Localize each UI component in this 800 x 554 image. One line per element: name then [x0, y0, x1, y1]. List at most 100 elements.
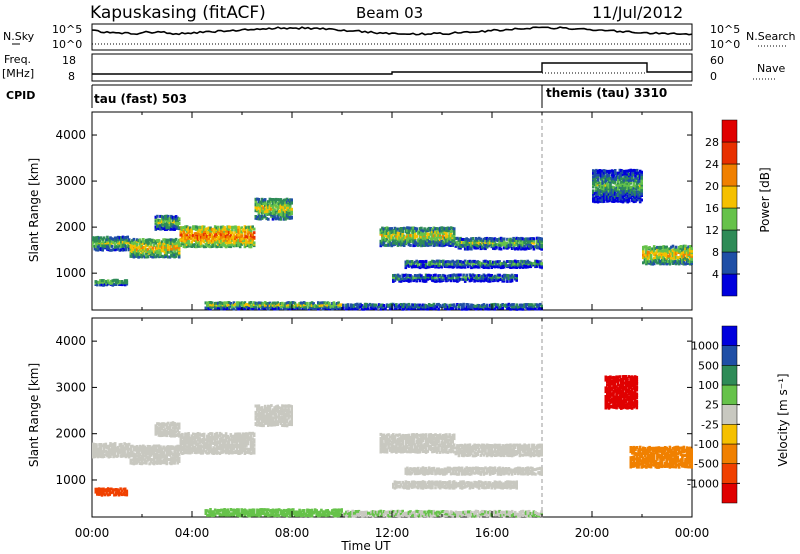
echo-cell: [120, 448, 123, 452]
echo-cell: [510, 303, 514, 307]
echo-cell: [617, 194, 620, 197]
echo-cell: [431, 259, 434, 263]
echo-cell: [515, 276, 518, 280]
echo-cell: [490, 274, 493, 277]
echo-cell: [281, 210, 284, 213]
echo-cell: [431, 230, 434, 234]
echo-cell: [227, 445, 231, 449]
echo-cell: [412, 240, 415, 244]
echo-cell: [623, 180, 626, 184]
echo-cell: [237, 235, 240, 239]
echo-cell: [181, 235, 184, 239]
echo-cell: [282, 303, 286, 307]
echo-cell: [413, 241, 417, 245]
echo-cell: [218, 442, 222, 446]
echo-cell: [254, 202, 258, 206]
echo-cell: [171, 456, 175, 460]
echo-cell: [423, 307, 426, 311]
echo-cell: [190, 449, 193, 453]
echo-cell: [268, 303, 272, 307]
echo-cell: [484, 274, 487, 278]
echo-cell: [199, 445, 203, 449]
echo-cell: [493, 239, 497, 243]
echo-cell: [267, 416, 270, 420]
echo-cell: [179, 439, 183, 443]
echo-cell: [524, 260, 528, 264]
echo-cell: [626, 187, 629, 191]
echo-cell: [540, 247, 543, 251]
echo-cell: [120, 236, 123, 240]
echo-cell: [245, 443, 248, 447]
echo-cell: [446, 226, 450, 230]
echo-cell: [187, 451, 190, 455]
echo-cell: [624, 185, 628, 189]
echo-cell: [401, 228, 404, 232]
echo-cell: [132, 255, 136, 259]
echo-cell: [195, 235, 198, 239]
echo-cell: [163, 245, 167, 249]
echo-cell: [119, 491, 122, 495]
echo-cell: [251, 440, 254, 444]
echo-cell: [142, 253, 145, 257]
echo-cell: [260, 419, 264, 423]
echo-cell: [252, 443, 256, 447]
echo-cell: [446, 265, 450, 269]
echo-cell: [142, 247, 145, 251]
echo-cell: [518, 303, 522, 307]
echo-cell: [327, 301, 331, 305]
echo-cell: [635, 176, 639, 180]
echo-cell: [190, 438, 193, 442]
echo-cell: [127, 442, 131, 446]
echo-cell: [117, 247, 120, 251]
echo-cell: [467, 247, 470, 251]
echo-cell: [493, 241, 497, 245]
echo-cell: [98, 242, 101, 246]
echo-cell: [485, 274, 489, 278]
echo-cell: [460, 307, 464, 311]
echo-cell: [254, 410, 258, 414]
echo-cell: [109, 455, 112, 458]
echo-cell: [531, 241, 534, 245]
echo-cell: [527, 244, 531, 248]
echo-cell: [501, 303, 504, 306]
echo-cell: [277, 209, 281, 213]
echo-cell: [104, 240, 108, 243]
echo-cell: [592, 180, 595, 184]
echo-cell: [117, 235, 120, 239]
echo-cell: [92, 238, 95, 242]
echo-cell: [181, 228, 184, 231]
echo-cell: [398, 276, 401, 280]
echo-cell: [123, 240, 126, 244]
echo-cell: [226, 227, 229, 231]
echo-cell: [226, 446, 229, 450]
echo-cell: [252, 303, 256, 306]
echo-cell: [132, 248, 136, 251]
echo-cell: [452, 234, 456, 238]
echo-cell: [481, 276, 484, 280]
echo-cell: [438, 231, 442, 235]
echo-cell: [145, 240, 148, 244]
echo-cell: [143, 255, 147, 259]
echo-cell: [196, 432, 200, 435]
echo-cell: [451, 276, 454, 280]
echo-cell: [509, 239, 512, 243]
echo-cell: [240, 450, 243, 454]
echo-cell: [463, 247, 467, 251]
echo-cell: [385, 243, 389, 247]
echo-cell: [645, 257, 648, 261]
echo-cell: [226, 301, 229, 305]
echo-cell: [685, 255, 689, 259]
echo-cell: [512, 275, 515, 279]
echo-cell: [290, 215, 293, 219]
echo-cell: [101, 246, 104, 250]
echo-cell: [112, 239, 115, 243]
echo-cell: [357, 305, 361, 309]
echo-cell: [321, 301, 325, 305]
echo-cell: [485, 245, 489, 249]
echo-cell: [448, 305, 451, 309]
echo-cell: [527, 239, 531, 243]
echo-cell: [223, 226, 226, 230]
echo-cell: [142, 452, 145, 456]
echo-cell: [198, 237, 201, 240]
echo-cell: [168, 222, 172, 226]
